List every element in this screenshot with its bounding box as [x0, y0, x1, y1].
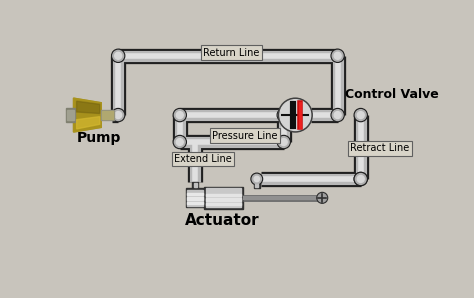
Bar — [101, 111, 114, 120]
Bar — [188, 202, 203, 204]
Circle shape — [356, 174, 366, 184]
Text: Return Line: Return Line — [203, 48, 260, 58]
Bar — [186, 188, 204, 207]
Bar — [188, 193, 203, 195]
Polygon shape — [77, 101, 100, 114]
Circle shape — [113, 110, 124, 120]
Circle shape — [332, 110, 343, 120]
Circle shape — [334, 112, 341, 119]
Circle shape — [280, 139, 287, 145]
Circle shape — [331, 49, 344, 62]
Circle shape — [176, 139, 183, 145]
Polygon shape — [73, 98, 101, 132]
Bar — [67, 110, 73, 120]
Bar — [254, 181, 260, 188]
Bar — [204, 187, 243, 209]
Bar — [206, 188, 241, 207]
Circle shape — [354, 108, 367, 122]
Circle shape — [278, 98, 312, 132]
Circle shape — [174, 110, 185, 120]
Bar — [255, 181, 258, 187]
Circle shape — [115, 112, 122, 119]
Circle shape — [112, 108, 125, 122]
Circle shape — [280, 112, 287, 119]
Circle shape — [277, 136, 290, 149]
Circle shape — [176, 112, 183, 119]
Circle shape — [112, 49, 125, 62]
Bar — [66, 108, 75, 122]
Circle shape — [278, 136, 289, 148]
Circle shape — [356, 110, 366, 120]
Circle shape — [280, 100, 310, 131]
Bar — [206, 198, 241, 201]
Circle shape — [317, 193, 328, 203]
Text: Retract Line: Retract Line — [350, 143, 410, 153]
Circle shape — [251, 173, 263, 185]
Circle shape — [115, 52, 122, 59]
Bar — [206, 194, 241, 196]
Circle shape — [332, 50, 343, 61]
Bar — [188, 198, 203, 200]
Text: Actuator: Actuator — [185, 213, 259, 228]
Bar — [102, 111, 113, 119]
Circle shape — [331, 108, 344, 122]
Circle shape — [173, 108, 186, 122]
Circle shape — [354, 173, 367, 186]
Circle shape — [357, 112, 364, 119]
Text: Pressure Line: Pressure Line — [212, 131, 278, 141]
Circle shape — [174, 136, 185, 148]
Polygon shape — [73, 98, 101, 132]
Text: Extend Line: Extend Line — [174, 154, 232, 164]
Circle shape — [254, 176, 259, 182]
Bar — [194, 183, 197, 187]
Bar — [188, 190, 203, 206]
Circle shape — [113, 50, 124, 61]
Circle shape — [252, 174, 261, 184]
Circle shape — [278, 110, 289, 120]
Circle shape — [277, 108, 290, 122]
Text: Control Valve: Control Valve — [346, 88, 439, 101]
Circle shape — [356, 174, 366, 184]
Bar — [192, 182, 198, 188]
Polygon shape — [77, 117, 100, 129]
Circle shape — [173, 136, 186, 149]
Circle shape — [357, 176, 364, 182]
Circle shape — [357, 176, 364, 182]
Circle shape — [354, 173, 367, 186]
Circle shape — [334, 52, 341, 59]
Circle shape — [318, 194, 327, 202]
Text: Pump: Pump — [77, 131, 121, 145]
Bar — [206, 203, 241, 205]
